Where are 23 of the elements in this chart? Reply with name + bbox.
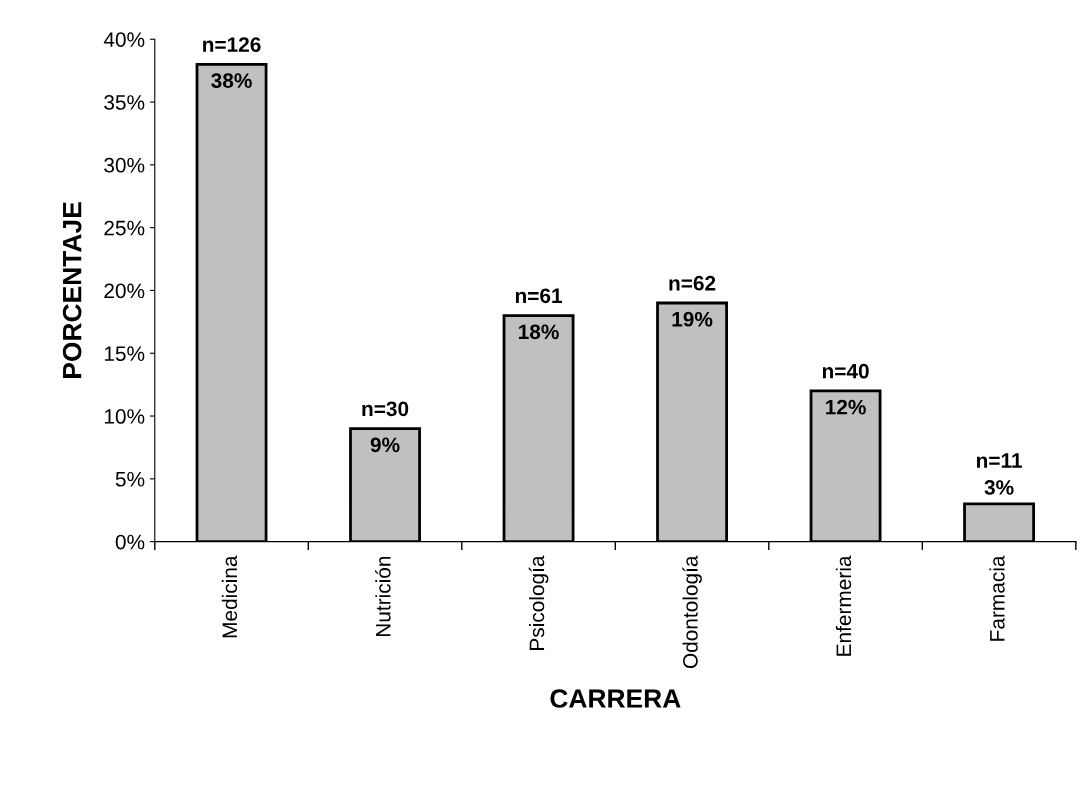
y-tick-label: 30% (104, 157, 145, 173)
x-tick-label: Farmacia (989, 555, 1005, 641)
y-tick-label: 35% (104, 95, 145, 110)
data-label: n=62 19% (669, 275, 716, 327)
x-tick-label: Nutrición (375, 556, 391, 637)
y-tick-label: 10% (104, 409, 145, 424)
data-label: n=126 38% (203, 37, 261, 89)
y-tick-label: 0% (115, 534, 145, 550)
x-tick-label: Odontología (682, 555, 702, 669)
y-tick-label: 20% (104, 283, 145, 299)
data-label: n=11 3% (976, 453, 1022, 495)
data-label: n=30 9% (362, 401, 409, 453)
y-tick-label: 15% (104, 346, 145, 361)
y-tick-label: 40% (103, 32, 145, 47)
x-tick-label: Psicología (528, 555, 549, 650)
x-axis-title: CARRERA (550, 689, 681, 708)
y-tick-label: 25% (104, 220, 145, 236)
y-axis-title: PORCENTAJE (62, 202, 82, 378)
x-tick-label: Enfermeria (835, 555, 852, 656)
data-label: n=61 18% (515, 288, 562, 340)
x-tick-label: Medicina (221, 555, 238, 638)
data-label: n=40 12% (822, 363, 869, 415)
y-tick-label: 5% (115, 471, 145, 487)
